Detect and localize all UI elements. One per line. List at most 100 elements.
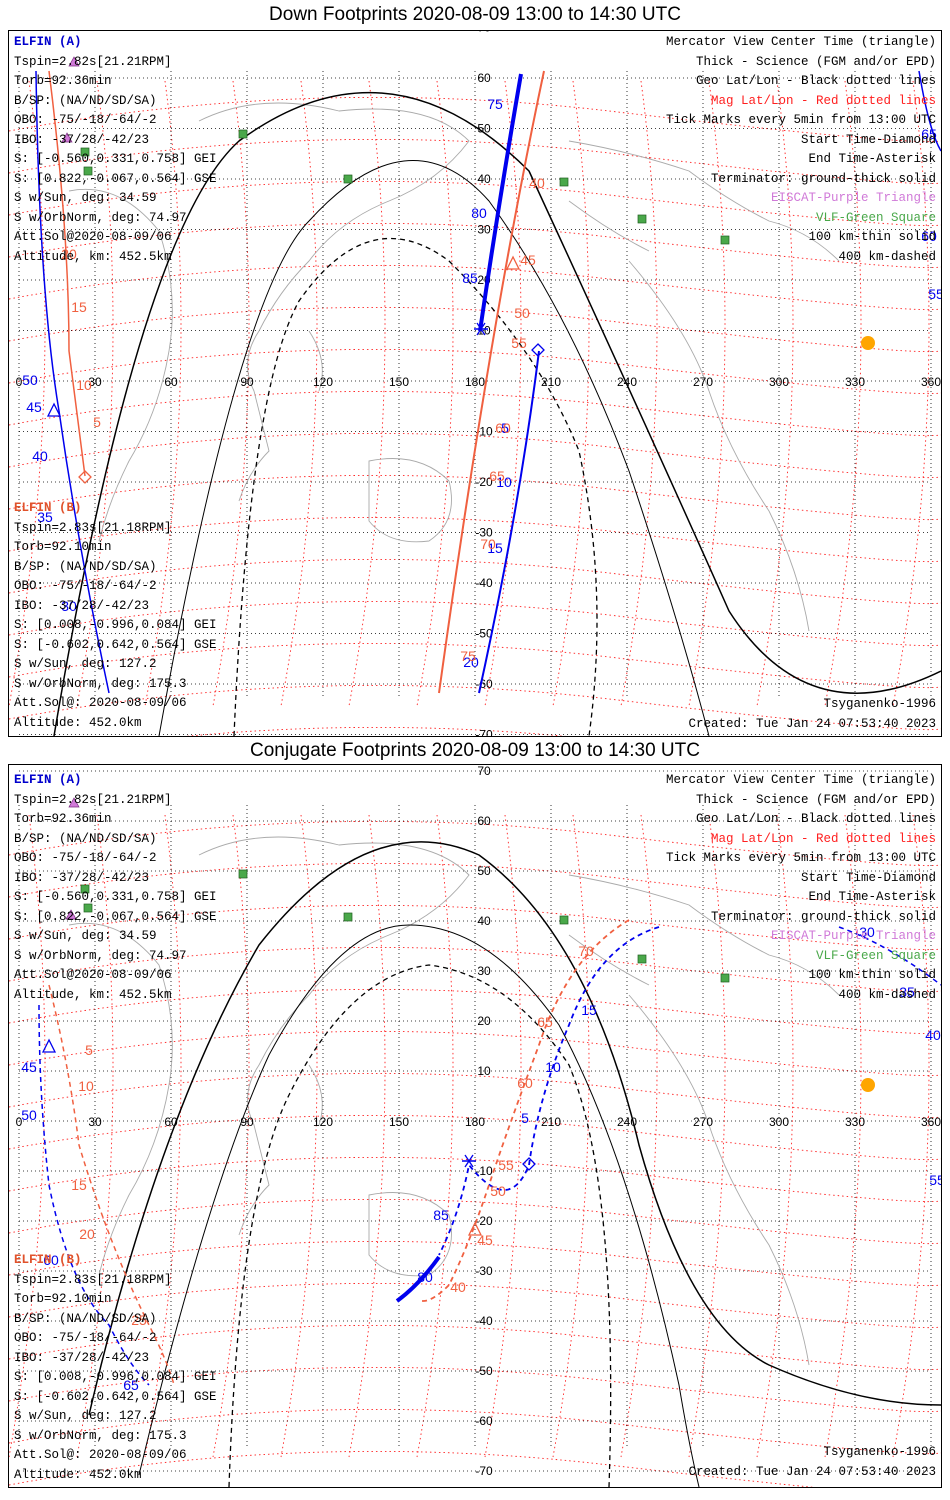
track-tick-label: 80 — [417, 1269, 433, 1285]
mag-lon-line — [824, 80, 862, 707]
mag-lon-line — [756, 80, 794, 707]
lat-tick-label: 40 — [477, 914, 491, 928]
track-tick-label: 55 — [928, 286, 941, 302]
mag-lat-line — [9, 222, 941, 269]
created-timestamp: Created: Tue Jan 24 07:53:40 2023 — [688, 717, 936, 731]
lon-tick-label: 180 — [465, 1115, 485, 1129]
elfin-a-science-track — [478, 73, 523, 332]
legend-entry: Geo Lat/Lon - Black dotted lines — [695, 812, 936, 826]
mag-lat-line — [9, 1282, 941, 1329]
elfin-b-track-west — [48, 984, 175, 1386]
track-tick-label: 65 — [921, 126, 937, 142]
mercator-map: 0306090120150180210240270300330360706050… — [9, 31, 941, 736]
legend-entry: Tick Marks every 5min from 13:00 UTC — [665, 113, 936, 127]
coastline — [568, 200, 650, 252]
legend-entry: 100 km-thin solid — [808, 230, 936, 244]
track-tick-label: 10 — [545, 1059, 561, 1075]
coastline — [568, 140, 840, 262]
info-line: Tspin=2.82s[21.21RPM] — [14, 54, 172, 69]
coastline — [198, 102, 470, 502]
info-line: S w/Sun, deg: 127.2 — [14, 657, 157, 671]
lat-tick-label: -10 — [475, 425, 493, 439]
mag-lat-line — [9, 642, 941, 689]
mag-lat-line — [9, 138, 941, 185]
legend-entry: Mag Lat/Lon - Red dotted lines — [710, 831, 936, 846]
track-tick-label: 15 — [487, 540, 503, 556]
mag-lon-line — [212, 80, 250, 707]
track-tick-label: 70 — [578, 943, 594, 959]
lat-tick-label: -50 — [475, 1364, 493, 1378]
lon-tick-label: 270 — [693, 1115, 713, 1129]
coastline — [628, 994, 810, 1366]
vlf-station-marker — [720, 235, 730, 245]
info-line: B/SP: (NA/ND/SD/SA) — [14, 831, 157, 846]
mag-lat-line — [9, 390, 941, 437]
legend-entry: Geo Lat/Lon - Black dotted lines — [695, 74, 936, 88]
track-tick-label: 55 — [511, 335, 527, 351]
track-tick-label: 75 — [460, 648, 476, 664]
legend: Mercator View Center Time (triangle) Thic… — [666, 771, 936, 1005]
track-tick-label: 5 — [93, 414, 101, 430]
track-tick-label: 60 — [921, 228, 937, 244]
info-line: Torb=92.10min — [14, 1292, 112, 1306]
map-frame: 0 30 60 90 120 150 180 210 240 270 300 330 360 70 60 50… — [8, 30, 942, 737]
mag-lat-line — [9, 348, 941, 395]
lon-tick-label: 90 — [240, 1115, 254, 1129]
elfin-a-track — [438, 926, 660, 1256]
info-line: IBO: -37/28/-42/23 — [14, 132, 150, 147]
lon-tick-label: 180 — [465, 375, 485, 389]
conjugate-footprints-panel: Conjugate Footprints 2020-08-09 13:00 to… — [0, 740, 950, 1500]
vlf-station-marker — [83, 166, 93, 176]
info-line: Altitude: 452.0km — [14, 715, 142, 730]
mag-lon-line — [484, 814, 522, 1458]
legend-entry: Terminator: ground-thick solid — [710, 171, 936, 186]
track-tick-label: 50 — [490, 1183, 506, 1199]
start-diamond — [78, 470, 92, 484]
track-tick-label: 70 — [480, 536, 496, 552]
track-tick-label: 30 — [61, 598, 77, 614]
mag-lat-line — [9, 516, 941, 563]
eiscat-marker — [68, 56, 80, 67]
info-line: Tspin=2.83s[21.18RPM] — [14, 1272, 172, 1287]
coastline — [568, 934, 650, 986]
info-line: S w/OrbNorm, deg: 74.97 — [14, 948, 187, 963]
terminator-ground — [88, 841, 941, 1416]
lat-tick-label: -30 — [475, 1264, 493, 1278]
mag-lon-line — [76, 80, 114, 707]
mag-lat-line — [9, 1324, 941, 1371]
legend-entry: 400 km-dashed — [838, 987, 936, 1002]
mag-lat-line — [9, 820, 941, 867]
created-timestamp: Created: Tue Jan 24 07:53:40 2023 — [688, 1465, 936, 1479]
lat-tick-label: -50 — [475, 627, 493, 641]
track-tick-label: 10 — [496, 474, 512, 490]
info-line: B/SP: (NA/ND/SD/SA) — [14, 93, 157, 108]
vlf-station-marker — [238, 869, 248, 879]
mag-lat-line — [9, 1240, 941, 1287]
info-line: Att.Sol@2020-08-09/06 — [14, 968, 172, 982]
lat-tick-label: 10 — [477, 1064, 491, 1078]
terminator-400km — [228, 964, 612, 1487]
mag-lon-line — [620, 814, 658, 1458]
lat-tick-label: 30 — [477, 964, 491, 978]
mag-lat-line — [9, 432, 941, 479]
track-tick-label: 30 — [859, 924, 875, 940]
info-line: S: [-0.602,0.642,0.564] GSE — [14, 637, 217, 652]
coastline — [568, 874, 840, 996]
track-tick-label: 15 — [71, 299, 87, 315]
legend-entry: Terminator: ground-thick solid — [710, 909, 936, 924]
lon-tick-label: 330 — [845, 1115, 865, 1129]
info-line: S: [-0.560,0.331,0.758] GEI — [14, 152, 217, 166]
lat-tick-label: -40 — [475, 1314, 493, 1328]
mag-lat-line — [9, 1366, 941, 1413]
coastline — [628, 260, 810, 632]
mag-lat-line — [9, 1072, 941, 1119]
elfin-a-track-east — [918, 70, 941, 152]
vlf-station-marker — [637, 954, 647, 964]
lon-tick-label: 150 — [389, 1115, 409, 1129]
lat-tick-label: -10 — [475, 1164, 493, 1178]
mag-lon-line — [892, 80, 930, 707]
track-tick-label: 20 — [61, 246, 77, 262]
terminator-ground — [53, 91, 941, 736]
track-tick-label: 65 — [489, 468, 505, 484]
